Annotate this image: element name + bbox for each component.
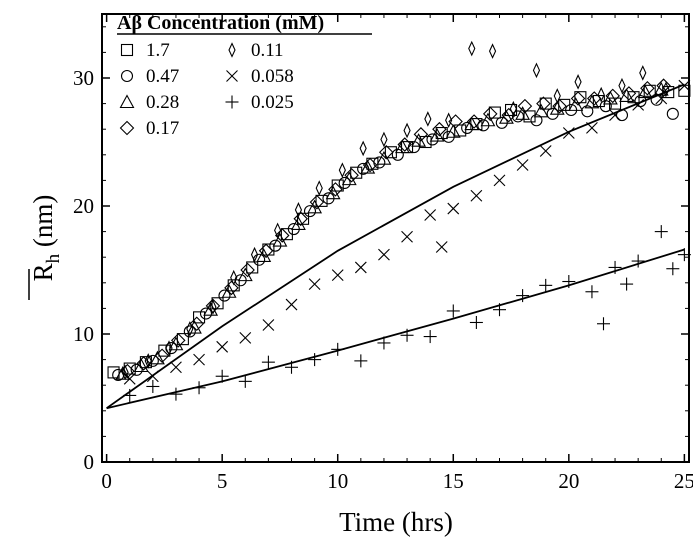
legend-label: 0.058: [251, 66, 294, 87]
data-point: [471, 190, 482, 201]
data-point: [285, 361, 298, 374]
data-point: [316, 182, 322, 195]
data-point: [381, 133, 387, 146]
x-axis-title: Time (hrs): [339, 507, 453, 537]
legend-label: 0.28: [146, 92, 179, 113]
data-point: [465, 118, 478, 130]
data-point: [309, 279, 320, 290]
data-point: [169, 388, 182, 401]
data-point: [490, 45, 496, 58]
data-point: [586, 122, 597, 133]
data-point: [424, 330, 437, 343]
legend-title: Aβ Concentration (mM): [117, 12, 324, 34]
data-point: [425, 112, 431, 125]
x-tick-label: 5: [217, 469, 228, 493]
data-point: [354, 354, 367, 367]
x-tick-label: 20: [558, 469, 579, 493]
legend-label: 1.7: [146, 40, 170, 61]
data-point: [240, 332, 251, 343]
data-point: [262, 356, 275, 369]
data-points: [108, 42, 691, 402]
y-axis-title-symbol: R: [28, 263, 58, 281]
data-point: [470, 316, 483, 329]
x-tick-label: 0: [101, 469, 112, 493]
data-point: [575, 75, 581, 88]
data-point: [385, 147, 396, 158]
data-point: [448, 203, 459, 214]
y-tick-label: 0: [84, 450, 95, 474]
data-point: [355, 262, 366, 273]
y-tick-label: 30: [73, 66, 94, 90]
data-point: [194, 354, 205, 365]
legend-marker: [229, 44, 235, 57]
legend-label: 0.17: [146, 118, 179, 139]
y-axis-title-unit: (nm): [28, 195, 58, 254]
legend-marker: [227, 71, 238, 82]
data-point: [598, 88, 604, 101]
data-point: [667, 108, 678, 119]
plot-frame: [102, 14, 689, 462]
data-point: [360, 142, 366, 155]
legend-label: 0.025: [251, 92, 294, 113]
legend-marker: [121, 96, 134, 108]
data-point: [241, 264, 254, 277]
legend-label: 0.11: [251, 40, 284, 61]
data-point: [517, 160, 528, 171]
data-point: [404, 124, 410, 137]
data-point: [655, 225, 668, 238]
legend: Aβ Concentration (mM) 1.7 0.47 0.28 0.17 0.1…: [117, 12, 372, 139]
y-tick-label: 10: [73, 322, 94, 346]
data-point: [640, 66, 646, 79]
y-axis-title-subscript: h: [43, 253, 64, 263]
data-point: [263, 320, 274, 331]
data-point: [425, 209, 436, 220]
data-point: [597, 317, 610, 330]
data-point: [540, 145, 551, 156]
data-point: [585, 285, 598, 298]
data-point: [331, 343, 344, 356]
legend-marker: [121, 122, 134, 135]
data-point: [194, 312, 205, 323]
data-point: [427, 134, 438, 145]
data-point: [332, 270, 343, 281]
data-point: [493, 303, 506, 316]
data-point: [402, 231, 413, 242]
data-point: [620, 278, 633, 291]
data-point: [619, 79, 625, 92]
x-tick-label: 10: [327, 469, 348, 493]
data-point: [533, 64, 539, 77]
data-point: [494, 175, 505, 186]
data-point: [339, 164, 345, 177]
data-point: [431, 129, 444, 141]
data-point: [146, 380, 159, 393]
data-point: [193, 381, 206, 394]
legend-marker: [226, 96, 239, 109]
legend-marker: [122, 71, 133, 82]
legend-label: 0.47: [146, 66, 179, 87]
data-point: [666, 262, 679, 275]
data-point: [447, 304, 460, 317]
data-point: [378, 249, 389, 260]
x-tick-label: 15: [443, 469, 464, 493]
data-point: [170, 362, 181, 373]
svg-text:Rh (nm): Rh (nm): [28, 195, 64, 282]
x-tick-label: 25: [674, 469, 693, 493]
y-tick-label: 20: [73, 194, 94, 218]
data-point: [396, 141, 409, 153]
y-axis-title: Rh (nm): [28, 195, 64, 300]
data-point: [286, 299, 297, 310]
data-point: [402, 142, 413, 153]
data-point: [436, 241, 447, 252]
data-point: [304, 206, 315, 217]
data-point: [345, 169, 358, 182]
data-point: [641, 82, 654, 95]
data-point: [217, 341, 228, 352]
data-point: [392, 149, 403, 160]
legend-marker: [122, 45, 133, 56]
data-point: [123, 389, 136, 402]
data-point: [469, 42, 475, 55]
